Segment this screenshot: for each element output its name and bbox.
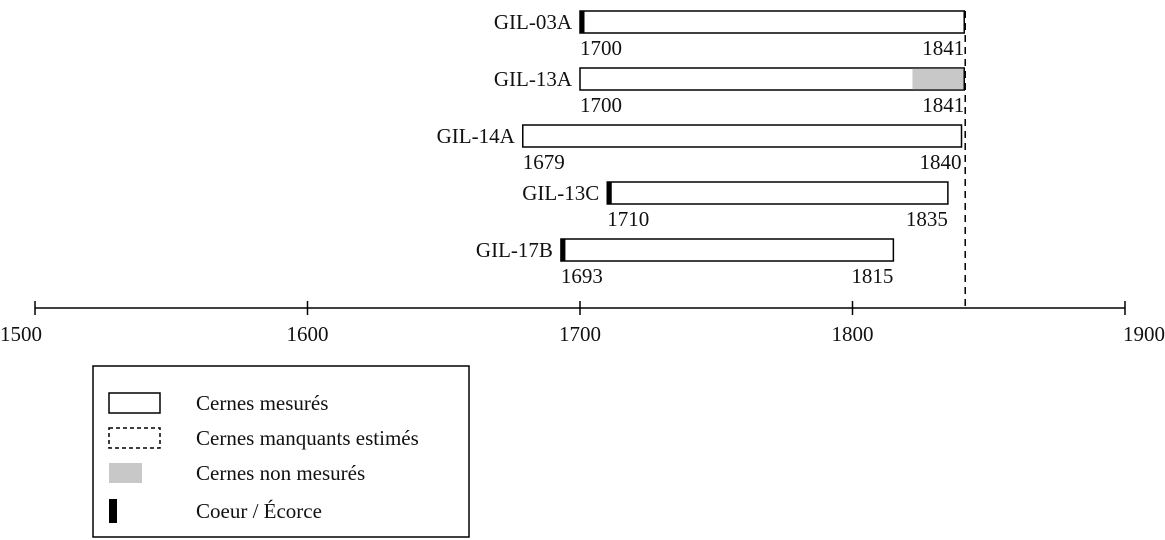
axis-tick-label: 1900 [1123, 322, 1165, 346]
sample-bar-group: GIL-14A 1679 1840 [437, 124, 963, 174]
sample-bar-group: GIL-03A 1700 1841 [494, 10, 965, 60]
pith-marker [560, 239, 566, 261]
axis-tick-label: 1600 [287, 322, 329, 346]
measured-rings-bar [522, 124, 963, 148]
legend-item: Coeur / Écorce [109, 499, 322, 523]
start-year-label: 1693 [561, 264, 603, 288]
end-year-label: 1835 [906, 207, 948, 231]
legend-label: Cernes manquants estimés [196, 426, 419, 450]
x-axis: 1500 1600 1700 1800 1900 [0, 301, 1165, 346]
start-year-label: 1700 [580, 36, 622, 60]
axis-tick-label: 1500 [0, 322, 42, 346]
end-year-label: 1841 [922, 36, 964, 60]
unmeasured-rings-segment [912, 68, 964, 90]
legend-swatch-measured [108, 392, 161, 414]
sample-bar-group: GIL-13C 1710 1835 [522, 181, 949, 231]
end-year-label: 1840 [920, 150, 962, 174]
end-year-label: 1815 [851, 264, 893, 288]
sample-bar-group: GIL-13A 1700 1841 [494, 67, 965, 117]
axis-tick-label: 1800 [832, 322, 874, 346]
measured-rings-bar [560, 238, 895, 262]
start-year-label: 1679 [523, 150, 565, 174]
sample-name-label: GIL-03A [494, 10, 573, 34]
legend-label: Cernes mesurés [196, 391, 328, 415]
legend-item: Cernes mesurés [108, 391, 328, 415]
legend-label: Coeur / Écorce [196, 499, 322, 523]
sample-name-label: GIL-13C [522, 181, 599, 205]
legend-item: Cernes non mesurés [109, 461, 365, 485]
sample-name-label: GIL-13A [494, 67, 573, 91]
legend-item: Cernes manquants estimés [108, 426, 419, 450]
pith-marker [607, 182, 612, 204]
end-year-label: 1841 [922, 93, 964, 117]
bars: GIL-03A 1700 1841 GIL-13A 1700 1841 GIL-14A 167… [437, 10, 965, 288]
legend-swatch-unmeasured [109, 463, 142, 483]
sample-bar-group: GIL-17B 1693 1815 [476, 238, 895, 288]
measured-rings-bar [579, 67, 965, 91]
axis-tick-label: 1700 [559, 322, 601, 346]
legend-swatch-pith [109, 499, 117, 523]
pith-marker [580, 11, 585, 33]
start-year-label: 1700 [580, 93, 622, 117]
legend-swatch-missing [108, 427, 161, 449]
start-year-label: 1710 [607, 207, 649, 231]
legend-label: Cernes non mesurés [196, 461, 365, 485]
legend: Cernes mesurés Cernes manquants estimés Ce… [92, 365, 470, 538]
sample-name-label: GIL-14A [437, 124, 516, 148]
measured-rings-bar [579, 10, 965, 34]
sample-name-label: GIL-17B [476, 238, 553, 262]
measured-rings-bar [606, 181, 949, 205]
